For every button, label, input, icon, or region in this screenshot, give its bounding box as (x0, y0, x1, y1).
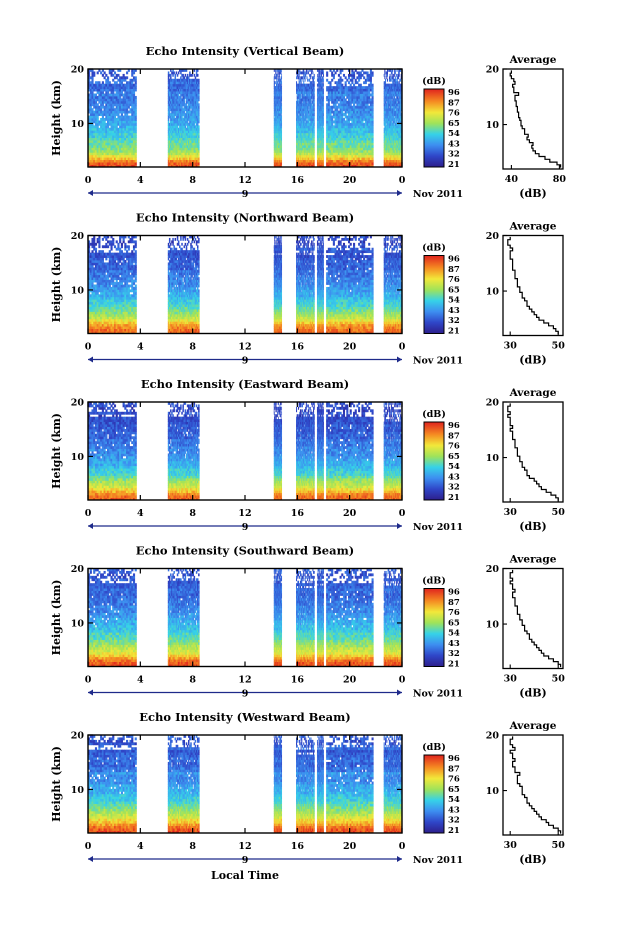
heatmap-cell (135, 106, 137, 109)
heatmap-cell (131, 74, 133, 77)
heatmap-cell (135, 101, 137, 104)
heatmap-cell (135, 113, 137, 116)
heatmap-cell (116, 76, 118, 79)
heatmap-cell (109, 81, 111, 84)
heatmap-cell (135, 120, 137, 123)
heatmap-cell (91, 79, 93, 82)
heatmap-cell (97, 125, 99, 128)
heatmap-cell (135, 79, 137, 82)
heatmap-cell (133, 71, 135, 74)
heatmap-cell (100, 108, 102, 111)
heatmap-cell (135, 130, 137, 133)
panel-1: Echo Intensity (Vertical Beam)1020Height… (50, 44, 566, 200)
heatmap-cell (133, 91, 135, 94)
heatmap-cell (128, 106, 130, 109)
heatmap-cell (112, 91, 114, 94)
heatmap-cell (114, 71, 116, 74)
heatmap-cell (102, 103, 104, 106)
heatmap-cell (131, 81, 133, 84)
heatmap-cell (135, 118, 137, 121)
heatmap-cell (91, 76, 93, 79)
heatmap-cell (112, 74, 114, 77)
heatmap-cell (119, 96, 121, 99)
heatmap-cell (104, 71, 106, 74)
heatmap-cell (117, 113, 119, 116)
heatmap-cell (135, 81, 137, 84)
heatmap-cell (116, 125, 118, 128)
heatmap-cell (135, 123, 137, 126)
heatmap-cell (104, 120, 106, 123)
heatmap-cell (126, 71, 128, 74)
heatmap-cell (100, 71, 102, 74)
heatmap-cell (135, 160, 137, 163)
heatmap-cell (102, 81, 104, 84)
heatmap-cell (102, 74, 104, 77)
heatmap-cell (121, 91, 123, 94)
heatmap-cell (95, 94, 97, 97)
heatmap-cell (112, 106, 114, 109)
heatmap-cell (133, 94, 135, 97)
heatmap-cell (91, 81, 93, 84)
heatmap-cell (135, 157, 137, 160)
heatmap-cell (107, 125, 109, 128)
heatmap-cell (124, 79, 126, 82)
heatmap-cell (97, 71, 99, 74)
heatmap-cell (105, 74, 107, 77)
heatmap-cell (135, 145, 137, 148)
heatmap-cell (135, 143, 137, 146)
heatmap-cell (121, 81, 123, 84)
heatmap-cell (135, 116, 137, 119)
heatmap-cell (117, 74, 119, 77)
heatmap-cell (107, 79, 109, 82)
heatmap-cell (135, 108, 137, 111)
heatmap-cell (114, 116, 116, 119)
heatmap-cell (91, 91, 93, 94)
heatmap-cell (126, 113, 128, 116)
heatmap-cell (135, 140, 137, 143)
heatmap-cell (121, 113, 123, 116)
heatmap-cell (126, 76, 128, 79)
heatmap-cell (107, 76, 109, 79)
heatmap-cell (116, 81, 118, 84)
heatmap-cell (98, 81, 100, 84)
heatmap-cell (135, 103, 137, 106)
heatmap-cell (135, 138, 137, 141)
heatmap-cell (102, 91, 104, 94)
heatmap-cell (135, 128, 137, 131)
heatmap-cell (135, 125, 137, 128)
heatmap-cell (135, 152, 137, 155)
heatmap-cell (97, 103, 99, 106)
heatmap-cell (135, 111, 137, 114)
heatmap-cell (93, 71, 95, 74)
panel-title: Echo Intensity (Vertical Beam) (146, 44, 345, 58)
heatmap-cell (135, 150, 137, 153)
heatmap-cell (135, 98, 137, 101)
heatmap-cell (110, 71, 112, 74)
radar-figure: Echo Intensity (Vertical Beam)1020Height… (0, 0, 617, 929)
heatmap-cell (135, 84, 137, 87)
heatmap-cell (135, 133, 137, 136)
heatmap-cell (135, 89, 137, 92)
heatmap-cell (107, 91, 109, 94)
heatmap-cell (93, 74, 95, 77)
heatmap-cell (91, 108, 93, 111)
heatmap-cell (135, 96, 137, 99)
heatmap-cell (97, 116, 99, 119)
heatmap-cell (126, 108, 128, 111)
heatmap-cell (135, 155, 137, 158)
heatmap-cell (112, 79, 114, 82)
heatmap-cell (90, 106, 92, 109)
heatmap-cell (135, 76, 137, 79)
heatmap-cell (104, 76, 106, 79)
heatmap-cell (97, 118, 99, 121)
heatmap-cell (95, 101, 97, 104)
heatmap-cell (135, 135, 137, 138)
heatmap (88, 69, 402, 167)
heatmap-cell (135, 147, 137, 150)
heatmap-cell (102, 116, 104, 119)
heatmap-cell (123, 74, 125, 77)
heatmap-cell (135, 86, 137, 89)
heatmap-cell (135, 162, 137, 165)
